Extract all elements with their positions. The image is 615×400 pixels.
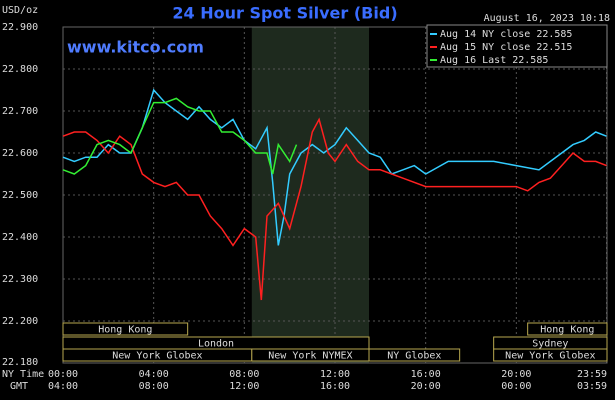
y-tick-label: 22.300: [2, 274, 38, 285]
gmt-tick-label: 12:00: [229, 381, 259, 392]
x-tick-label: 04:00: [139, 369, 169, 380]
series-line: [62, 97, 298, 175]
session-label: New York Globex: [112, 351, 202, 362]
legend-label: Aug 14 NY close 22.585: [440, 29, 572, 40]
gmt-tick-label: 00:00: [501, 381, 531, 392]
gmt-tick-label: 20:00: [411, 381, 441, 392]
x-row-label: NY Time: [2, 369, 44, 380]
gmt-tick-label: 03:59: [577, 381, 607, 392]
x-tick-label: 20:00: [501, 369, 531, 380]
y-unit: USD/oz: [2, 5, 38, 16]
chart-title: 24 Hour Spot Silver (Bid): [172, 4, 397, 23]
y-tick-label: 22.400: [2, 232, 38, 243]
gmt-tick-label: 16:00: [320, 381, 350, 392]
y-tick-label: 22.500: [2, 190, 38, 201]
legend-box: [426, 24, 608, 68]
series-line: [62, 88, 607, 246]
y-tick-label: 22.600: [2, 148, 38, 159]
timestamp: August 16, 2023 10:18: [484, 13, 610, 24]
session-label: Hong Kong: [540, 325, 594, 336]
session-label: New York NYMEX: [268, 351, 352, 362]
session-label: Sydney: [532, 339, 568, 350]
watermark: www.kitco.com: [67, 38, 204, 57]
gmt-tick-label: 04:00: [48, 381, 78, 392]
session-box: [493, 348, 608, 362]
x-tick-label: 16:00: [411, 369, 441, 380]
y-tick-label: 22.900: [2, 22, 38, 33]
legend-label: Aug 16 Last 22.585: [440, 55, 548, 66]
gmt-tick-label: 08:00: [139, 381, 169, 392]
session-label: NY Globex: [387, 351, 441, 362]
y-tick-label: 22.800: [2, 64, 38, 75]
x-tick-label: 00:00: [48, 369, 78, 380]
x-tick-label: 12:00: [320, 369, 350, 380]
y-tick-label: 22.700: [2, 106, 38, 117]
session-box: [62, 322, 189, 336]
session-box: [368, 348, 461, 362]
x-tick-label: 08:00: [229, 369, 259, 380]
x-tick-label: 23:59: [577, 369, 607, 380]
session-box: [527, 322, 608, 336]
session-label: London: [198, 339, 234, 350]
plot-border: [62, 26, 608, 364]
series-line: [62, 117, 607, 301]
session-label: Hong Kong: [98, 325, 152, 336]
legend-label: Aug 15 NY close 22.515: [440, 42, 572, 53]
y-bottom-label: 22.180: [2, 357, 38, 368]
session-label: New York Globex: [505, 351, 595, 362]
x-row-label: GMT: [10, 381, 28, 392]
y-tick-label: 22.200: [2, 316, 38, 327]
